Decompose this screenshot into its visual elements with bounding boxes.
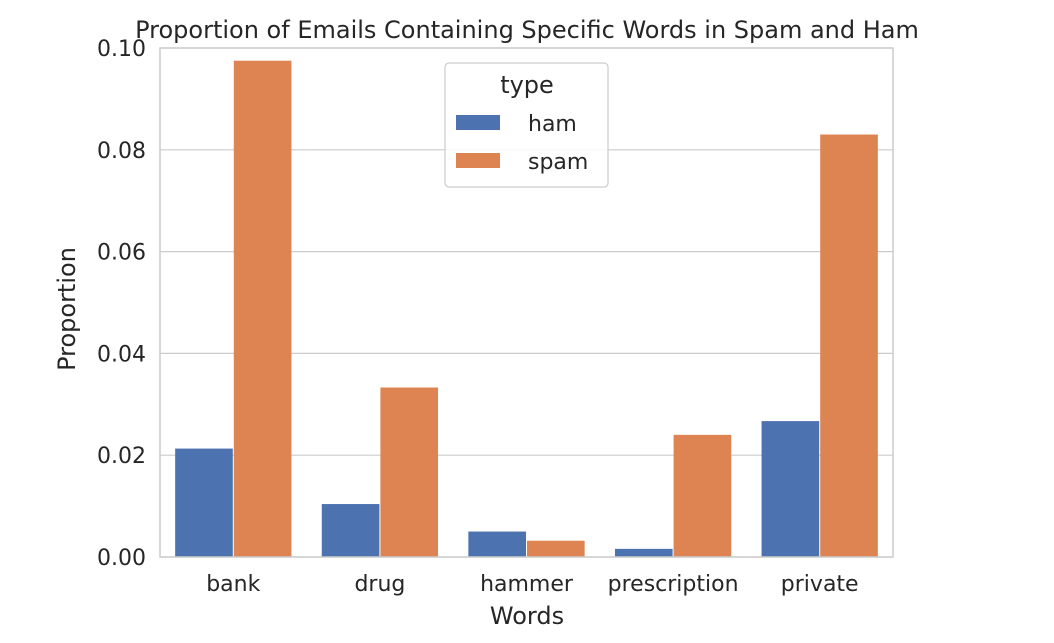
- bar-spam-bank: [233, 60, 292, 557]
- y-tick-label: 0.10: [97, 37, 146, 62]
- y-tick-label: 0.02: [97, 444, 146, 469]
- x-tick-label-drug: drug: [354, 572, 405, 597]
- bar-ham-prescription: [614, 548, 673, 557]
- bar-spam-private: [820, 134, 878, 557]
- y-tick-label: 0.08: [97, 139, 146, 164]
- x-tick-label-private: private: [781, 572, 859, 597]
- chart-title: Proportion of Emails Containing Specific…: [135, 16, 919, 44]
- x-axis-label: Words: [490, 602, 564, 630]
- bar-ham-bank: [175, 448, 233, 557]
- bar-ham-hammer: [468, 531, 526, 557]
- legend-label-spam: spam: [528, 150, 588, 175]
- bar-spam-prescription: [673, 434, 732, 557]
- plot-frame: [159, 47, 894, 558]
- y-tick-label: 0.06: [97, 241, 146, 266]
- x-axis-ticks: bank drug hammer prescription private: [206, 572, 858, 597]
- y-axis-ticks: 0.00 0.02 0.04 0.06 0.08 0.10: [97, 37, 146, 571]
- bar-ham-private: [761, 421, 820, 557]
- x-tick-label-prescription: prescription: [608, 572, 739, 597]
- legend-title: type: [500, 71, 554, 99]
- legend-label-ham: ham: [528, 112, 577, 137]
- bar-ham-drug: [321, 504, 380, 557]
- legend-swatch-ham: [456, 115, 500, 130]
- bar-spam-hammer: [527, 540, 585, 557]
- bars: [175, 60, 878, 557]
- y-tick-label: 0.00: [97, 546, 146, 571]
- legend-swatch-spam: [456, 153, 500, 168]
- bar-spam-drug: [380, 387, 439, 557]
- y-axis-label: Proportion: [53, 247, 81, 371]
- legend: type ham spam: [444, 62, 609, 188]
- x-tick-label-hammer: hammer: [480, 572, 574, 597]
- y-tick-label: 0.04: [97, 342, 146, 367]
- x-tick-label-bank: bank: [206, 572, 260, 597]
